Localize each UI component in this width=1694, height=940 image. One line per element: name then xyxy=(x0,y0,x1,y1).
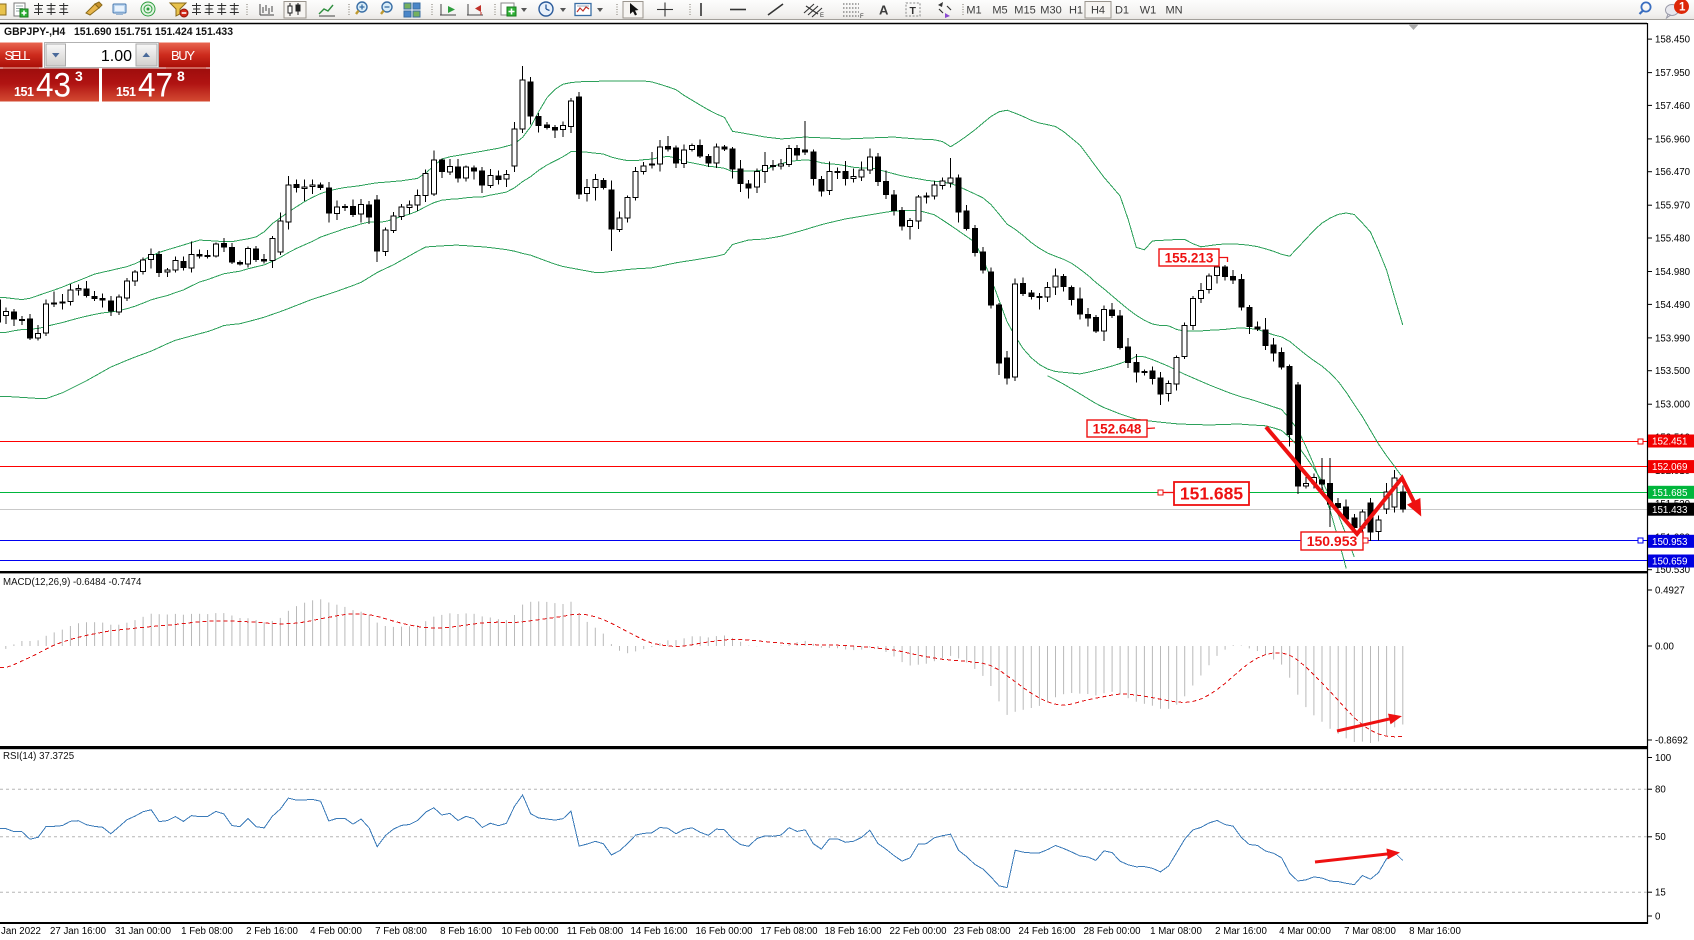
svg-text:151: 151 xyxy=(116,85,136,99)
svg-text:155.970: 155.970 xyxy=(1655,201,1691,212)
svg-text:157.950: 157.950 xyxy=(1655,68,1691,79)
svg-text:3: 3 xyxy=(75,68,83,84)
svg-text:150.659: 150.659 xyxy=(1652,557,1687,568)
svg-text:1: 1 xyxy=(1679,2,1686,14)
svg-text:7 Mar 08:00: 7 Mar 08:00 xyxy=(1344,926,1396,937)
svg-text:31 Jan 00:00: 31 Jan 00:00 xyxy=(115,926,172,937)
svg-text:153.000: 153.000 xyxy=(1655,400,1691,411)
svg-text:0: 0 xyxy=(1655,911,1661,922)
svg-text:100: 100 xyxy=(1655,753,1672,764)
svg-text:154.490: 154.490 xyxy=(1655,300,1691,311)
svg-text:50: 50 xyxy=(1655,832,1666,843)
svg-text:153.990: 153.990 xyxy=(1655,333,1691,344)
svg-text:10 Feb 00:00: 10 Feb 00:00 xyxy=(501,926,559,937)
svg-text:15: 15 xyxy=(1655,888,1666,899)
svg-text:4 Feb 00:00: 4 Feb 00:00 xyxy=(310,926,362,937)
svg-text:23 Feb 08:00: 23 Feb 08:00 xyxy=(953,926,1011,937)
svg-text:156.470: 156.470 xyxy=(1655,167,1691,178)
svg-text:A: A xyxy=(879,3,889,18)
svg-text:150.530: 150.530 xyxy=(1655,565,1691,576)
svg-text:153.500: 153.500 xyxy=(1655,366,1691,377)
svg-text:8 Feb 16:00: 8 Feb 16:00 xyxy=(440,926,492,937)
svg-text:RSI(14) 37.3725: RSI(14) 37.3725 xyxy=(3,751,74,762)
svg-text:2 Mar 16:00: 2 Mar 16:00 xyxy=(1215,926,1267,937)
svg-text:Jan 2022: Jan 2022 xyxy=(1,926,41,937)
svg-text:158.450: 158.450 xyxy=(1655,35,1691,46)
svg-text:157.460: 157.460 xyxy=(1655,101,1691,112)
svg-text:H4: H4 xyxy=(1091,5,1105,17)
svg-text:H1: H1 xyxy=(1069,5,1083,17)
svg-text:80: 80 xyxy=(1655,785,1666,796)
svg-text:-0.8692: -0.8692 xyxy=(1655,735,1688,746)
svg-text:24 Feb 16:00: 24 Feb 16:00 xyxy=(1018,926,1076,937)
svg-text:8 Mar 16:00: 8 Mar 16:00 xyxy=(1409,926,1461,937)
svg-text:152.069: 152.069 xyxy=(1652,462,1687,473)
svg-text:F: F xyxy=(860,14,864,20)
svg-text:11 Feb 08:00: 11 Feb 08:00 xyxy=(567,926,624,937)
svg-text:MACD(12,26,9) -0.6484 -0.7474: MACD(12,26,9) -0.6484 -0.7474 xyxy=(3,577,142,588)
svg-text:0.4927: 0.4927 xyxy=(1655,585,1685,596)
svg-text:150.953: 150.953 xyxy=(1307,533,1358,549)
svg-text:28 Feb 00:00: 28 Feb 00:00 xyxy=(1083,926,1141,937)
svg-text:43: 43 xyxy=(36,67,71,105)
svg-text:T: T xyxy=(910,5,917,17)
svg-text:1 Feb 08:00: 1 Feb 08:00 xyxy=(181,926,233,937)
svg-text:4 Mar 00:00: 4 Mar 00:00 xyxy=(1279,926,1331,937)
svg-text:W1: W1 xyxy=(1140,5,1157,17)
svg-text:152.451: 152.451 xyxy=(1652,437,1687,448)
svg-text:151.685: 151.685 xyxy=(1652,488,1688,499)
svg-text:156.960: 156.960 xyxy=(1655,134,1691,145)
svg-text:8: 8 xyxy=(177,68,185,84)
svg-text:SELL: SELL xyxy=(5,48,31,63)
svg-text:18 Feb 16:00: 18 Feb 16:00 xyxy=(824,926,882,937)
svg-text:7 Feb 08:00: 7 Feb 08:00 xyxy=(375,926,427,937)
svg-text:14 Feb 16:00: 14 Feb 16:00 xyxy=(630,926,688,937)
svg-text:27 Jan 16:00: 27 Jan 16:00 xyxy=(50,926,107,937)
svg-text:BUY: BUY xyxy=(171,48,195,63)
svg-text:M5: M5 xyxy=(992,5,1007,17)
svg-text:150.953: 150.953 xyxy=(1652,537,1688,548)
svg-text:17 Feb 08:00: 17 Feb 08:00 xyxy=(760,926,818,937)
svg-text:151: 151 xyxy=(14,85,34,99)
svg-text:1 Mar 08:00: 1 Mar 08:00 xyxy=(1150,926,1202,937)
svg-text:152.648: 152.648 xyxy=(1093,421,1142,436)
svg-text:151.685: 151.685 xyxy=(1180,484,1244,504)
svg-text:M15: M15 xyxy=(1014,5,1035,17)
svg-text:22 Feb 00:00: 22 Feb 00:00 xyxy=(889,926,947,937)
svg-text:16 Feb 00:00: 16 Feb 00:00 xyxy=(695,926,753,937)
svg-text:GBPJPY-,H4 151.690 151.751 1: GBPJPY-,H4 151.690 151.751 151.424 151.4… xyxy=(4,26,233,38)
svg-text:2 Feb 16:00: 2 Feb 16:00 xyxy=(246,926,298,937)
svg-text:M30: M30 xyxy=(1040,5,1061,17)
svg-text:47: 47 xyxy=(138,67,173,105)
svg-text:155.213: 155.213 xyxy=(1165,250,1214,265)
svg-text:1.00: 1.00 xyxy=(101,48,132,65)
svg-text:151.433: 151.433 xyxy=(1652,505,1688,516)
svg-text:155.480: 155.480 xyxy=(1655,233,1691,244)
svg-text:0.00: 0.00 xyxy=(1655,641,1674,652)
svg-text:MN: MN xyxy=(1165,5,1182,17)
svg-text:E: E xyxy=(820,13,824,19)
svg-text:M1: M1 xyxy=(966,5,981,17)
svg-text:154.980: 154.980 xyxy=(1655,267,1691,278)
svg-text:D1: D1 xyxy=(1115,5,1129,17)
